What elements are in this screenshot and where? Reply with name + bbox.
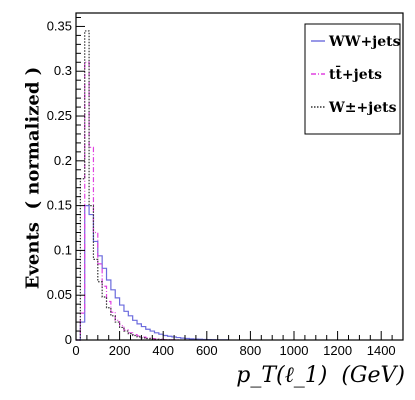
x-tick-label: 200	[109, 343, 131, 358]
x-tick-label: 1400	[367, 343, 396, 358]
y-tick-label: 0.1	[54, 242, 72, 257]
x-tick-label: 400	[152, 343, 174, 358]
y-tick-label: 0.3	[54, 63, 72, 78]
axis-ticks: 0 200 400 600 800 1000 1200 1400 0 0.05 0.1 0.15 0.2…	[47, 16, 404, 358]
series-line-1	[76, 205, 230, 341]
legend-box	[304, 23, 401, 135]
x-tick-label: 600	[196, 343, 218, 358]
y-tick-label: 0.15	[47, 198, 72, 213]
y-axis-title: Events ( normalized )	[22, 66, 44, 290]
y-tick-label: 0.05	[47, 287, 72, 302]
legend-label: W±+jets	[328, 100, 397, 116]
legend-label: WW+jets	[328, 34, 401, 50]
x-tick-label: 800	[240, 343, 262, 358]
legend: WW+jets tt̄+jets W±+jets	[304, 23, 401, 135]
series-line-2	[76, 61, 182, 341]
legend-label: tt̄+jets	[329, 64, 382, 83]
y-tick-label: 0.2	[54, 153, 72, 168]
x-axis-title: p_T(ℓ_1) (GeV)	[236, 363, 405, 388]
y-tick-label: 0	[65, 332, 72, 347]
series-line-3	[76, 30, 173, 341]
x-tick-label: 1000	[280, 343, 309, 358]
histogram-lines	[76, 30, 230, 341]
x-tick-label: 0	[72, 343, 79, 358]
x-tick-label: 1200	[323, 343, 352, 358]
y-tick-label: 0.25	[47, 108, 72, 123]
y-tick-label: 0.35	[47, 18, 72, 33]
